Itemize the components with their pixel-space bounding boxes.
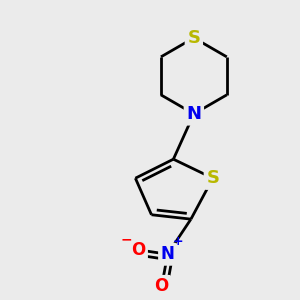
Text: −: − — [120, 232, 132, 247]
Text: S: S — [188, 29, 200, 47]
Text: O: O — [131, 241, 146, 259]
Text: O: O — [154, 278, 169, 296]
Text: N: N — [186, 105, 201, 123]
Text: S: S — [206, 169, 219, 187]
Text: N: N — [160, 245, 175, 263]
Text: +: + — [172, 235, 183, 248]
